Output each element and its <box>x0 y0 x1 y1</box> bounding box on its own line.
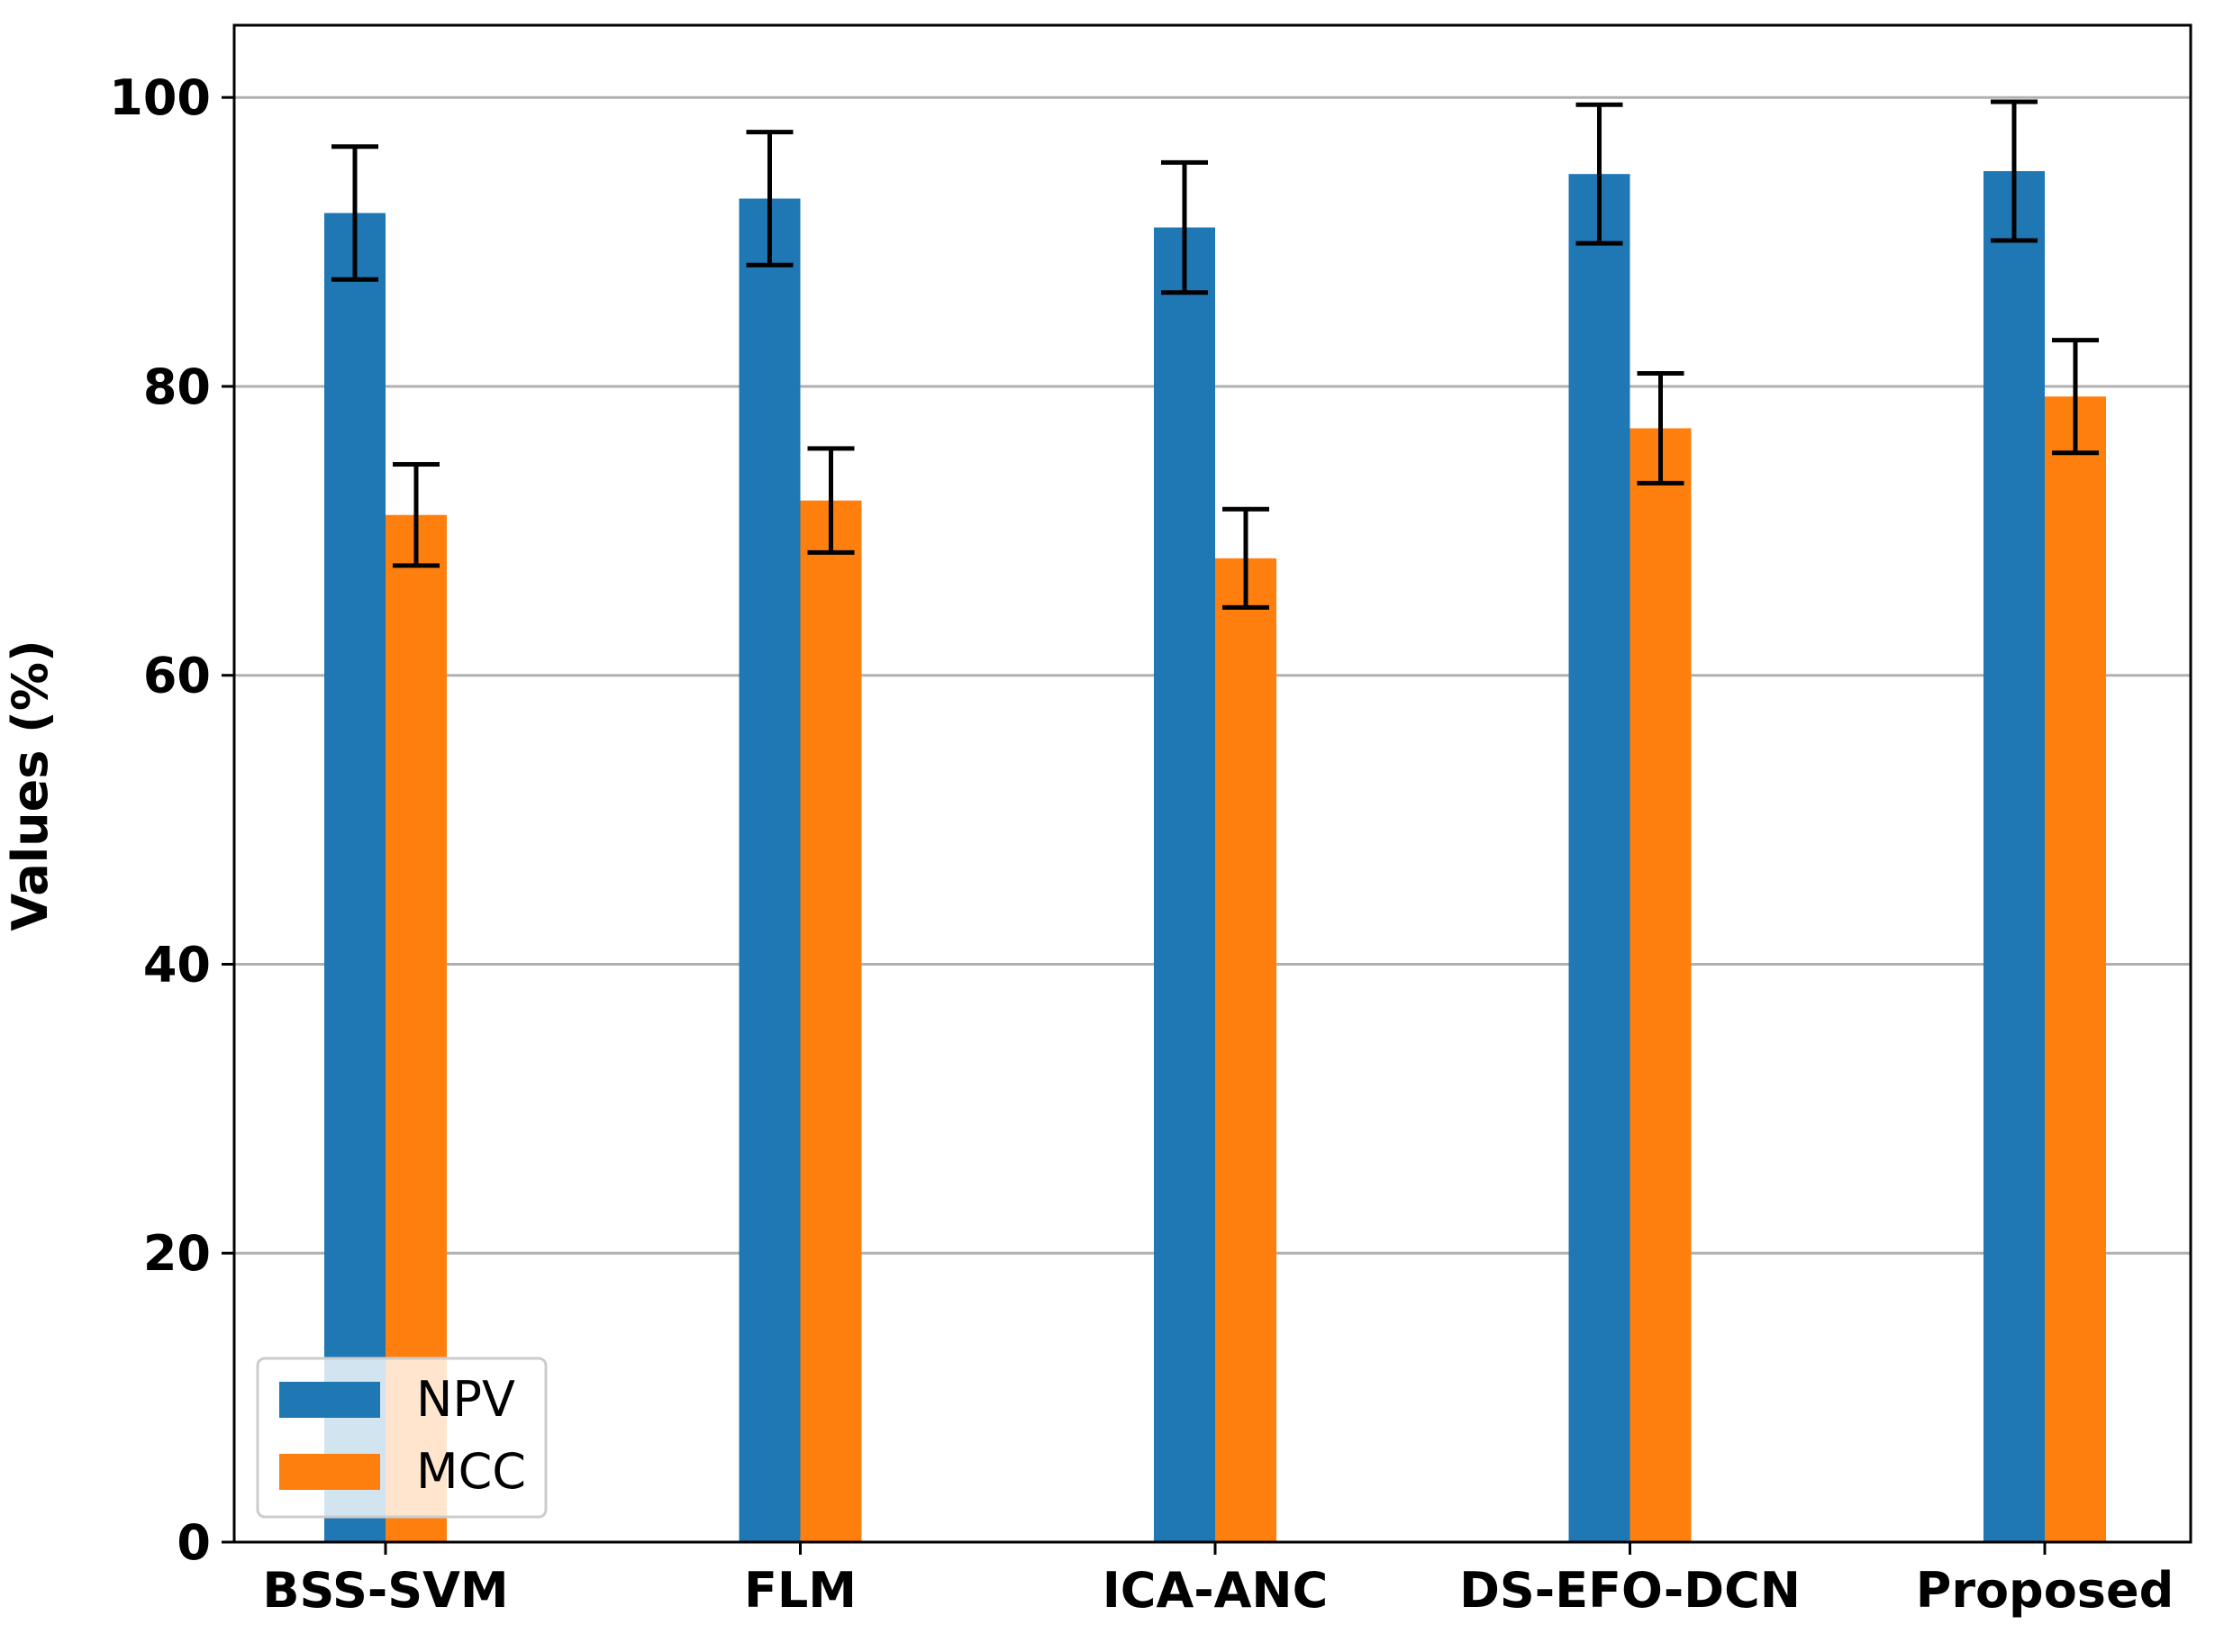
y-tick-label: 80 <box>143 359 211 415</box>
bar-npv-bss-svm <box>324 213 386 1542</box>
legend-swatch-npv <box>279 1382 380 1418</box>
x-tick-label-ds-efo-dcn: DS-EFO-DCN <box>1459 1562 1801 1619</box>
error-bars <box>331 99 2099 610</box>
plot-frame <box>232 23 2192 1544</box>
x-axis-ticks: BSS-SVM FLM ICA-ANC DS-EFO-DCN Proposed <box>262 1542 2174 1619</box>
legend-label-npv: NPV <box>416 1371 515 1428</box>
bar-npv-ds-efo-dcn <box>1568 174 1630 1542</box>
x-tick-label-bss-svm: BSS-SVM <box>262 1562 508 1619</box>
y-tick-label: 100 <box>109 69 211 126</box>
bar-mcc-proposed <box>2045 396 2106 1542</box>
x-tick-label-flm: FLM <box>744 1562 857 1619</box>
bars <box>324 170 2106 1543</box>
bar-npv-proposed <box>1984 170 2045 1543</box>
legend: NPV MCC <box>256 1357 548 1519</box>
y-tick-label: 20 <box>143 1225 211 1282</box>
x-tick-label-ica-anc: ICA-ANC <box>1103 1562 1329 1619</box>
bar-npv-flm <box>739 198 801 1542</box>
y-tick-label: 40 <box>143 936 211 993</box>
axes <box>232 23 2192 1544</box>
legend-label-mcc: MCC <box>416 1443 526 1500</box>
legend-swatch-mcc <box>279 1454 380 1490</box>
bar-npv-ica-anc <box>1154 227 1215 1543</box>
bar-mcc-flm <box>800 500 862 1542</box>
y-tick-label: 0 <box>177 1514 211 1571</box>
bar-mcc-ica-anc <box>1215 558 1276 1543</box>
x-tick-label-proposed: Proposed <box>1916 1562 2174 1619</box>
y-axis-ticks: 0 20 40 60 80 100 <box>109 69 234 1571</box>
bar-mcc-ds-efo-dcn <box>1629 428 1692 1542</box>
y-axis-label: Values (%) <box>2 640 59 930</box>
y-tick-label: 60 <box>143 648 211 704</box>
